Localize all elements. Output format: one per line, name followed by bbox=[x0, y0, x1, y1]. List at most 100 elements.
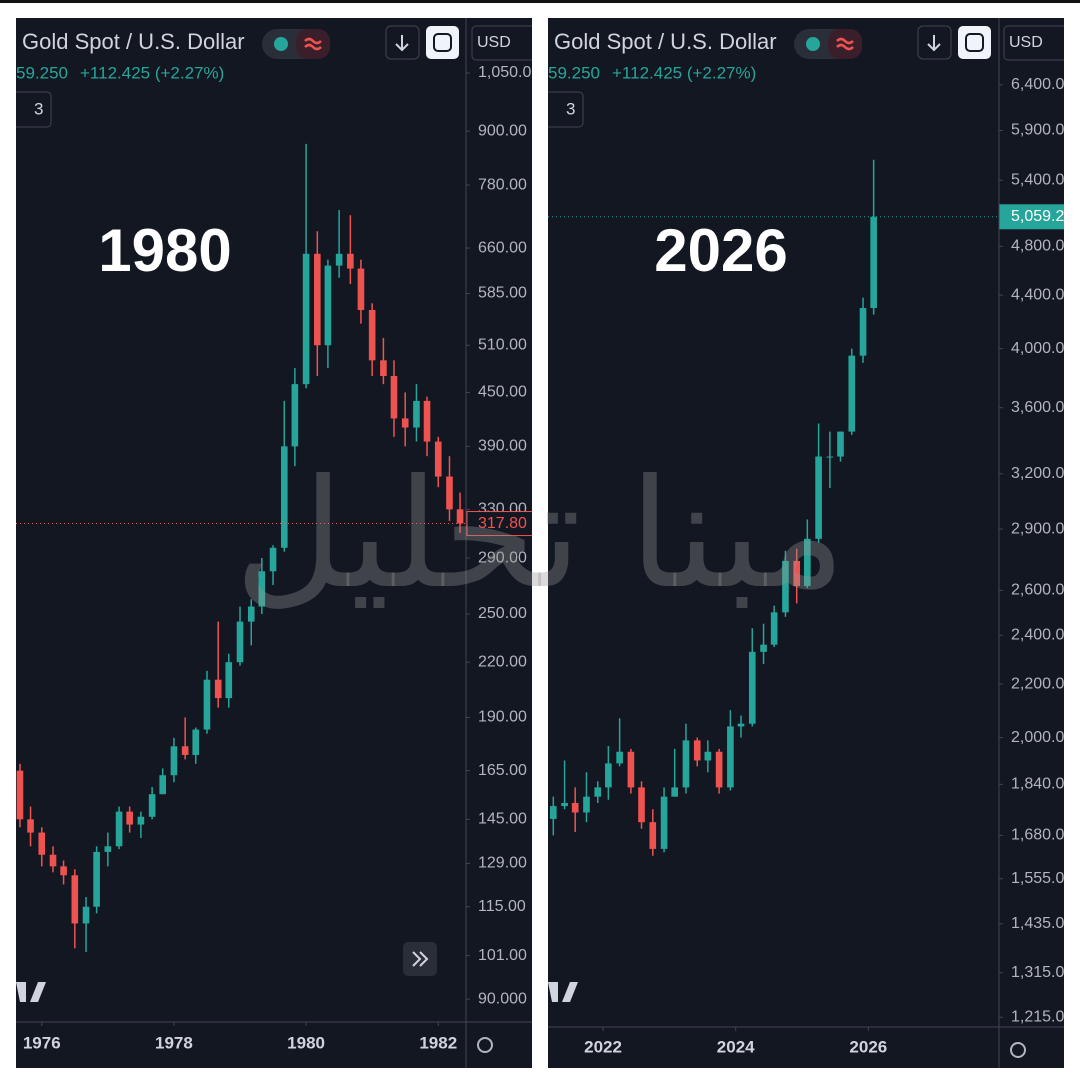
price-change: +112.425 (+2.27%) bbox=[80, 63, 224, 82]
candle-body bbox=[291, 384, 299, 447]
currency-box[interactable] bbox=[471, 25, 538, 61]
candle-body bbox=[347, 253, 354, 269]
x-tick-label: 2022 bbox=[584, 1037, 622, 1056]
y-tick-label: 2,000.00 bbox=[1011, 729, 1073, 746]
plot-area bbox=[548, 159, 999, 856]
y-tick-label: 2,600.00 bbox=[1011, 582, 1073, 599]
y-tick-label: 6,400.00 bbox=[1011, 76, 1073, 93]
candle-body bbox=[571, 802, 579, 813]
candle-body bbox=[368, 309, 376, 361]
currency-box[interactable] bbox=[1003, 25, 1070, 61]
candle-body bbox=[357, 268, 365, 310]
candle-body bbox=[561, 802, 568, 807]
settings-icon[interactable] bbox=[1010, 1042, 1026, 1058]
last-price-label: 5,059.2 bbox=[1011, 208, 1064, 225]
y-tick-label: 390.00 bbox=[478, 438, 527, 455]
settings-icon[interactable] bbox=[477, 1037, 493, 1053]
x-tick-label: 1982 bbox=[419, 1033, 457, 1052]
scroll-icon bbox=[412, 951, 429, 967]
y-tick-label: 1,680.00 bbox=[1011, 827, 1073, 844]
fullscreen-button[interactable] bbox=[426, 26, 459, 59]
y-tick-label: 585.00 bbox=[478, 285, 527, 302]
candle-body bbox=[302, 253, 310, 385]
candle-body bbox=[423, 400, 431, 442]
candle-body bbox=[434, 441, 442, 477]
candle-body bbox=[93, 851, 100, 907]
y-tick-label: 5,900.00 bbox=[1011, 122, 1073, 139]
price-value: 59.250 bbox=[548, 63, 600, 82]
tv-logo bbox=[548, 982, 578, 1002]
chart-panel: 1,215.00 1,315.00 1,435.00 1,555.00 1,680.00… bbox=[542, 18, 1073, 1068]
tv-logo bbox=[16, 982, 46, 1002]
candle-body bbox=[335, 253, 343, 266]
candle-body bbox=[583, 796, 590, 813]
candle-body bbox=[413, 400, 420, 428]
candle-body bbox=[49, 854, 57, 867]
candle-body bbox=[549, 806, 557, 819]
fullscreen-icon bbox=[433, 33, 452, 52]
indicators-box[interactable] bbox=[10, 91, 52, 128]
currency-label: USD bbox=[1009, 34, 1043, 51]
y-tick-label: 115.00 bbox=[478, 898, 526, 915]
candle-body bbox=[616, 751, 623, 764]
y-tick-label: 145.00 bbox=[478, 811, 527, 828]
candle-body bbox=[627, 751, 635, 788]
delay-icon-bg bbox=[296, 29, 330, 59]
last-price-box bbox=[999, 204, 1064, 230]
y-tick-label: 900.00 bbox=[478, 122, 527, 139]
candle-body bbox=[247, 606, 255, 622]
panel-bg bbox=[16, 18, 532, 1068]
plot-area bbox=[16, 143, 466, 952]
candle-body bbox=[192, 729, 200, 755]
delay-icon bbox=[836, 37, 854, 51]
y-tick-label: 129.00 bbox=[478, 855, 527, 872]
candle-body bbox=[804, 538, 811, 587]
download-icon bbox=[927, 35, 941, 52]
candle-body bbox=[671, 787, 678, 797]
delay-icon-bg bbox=[828, 29, 862, 59]
indicators-box[interactable] bbox=[542, 91, 584, 128]
candle-body bbox=[649, 822, 657, 849]
candle-body bbox=[60, 866, 67, 876]
y-tick-label: 4,800.00 bbox=[1011, 238, 1073, 255]
last-price-label: 317.80 bbox=[478, 515, 527, 532]
candle-body bbox=[737, 723, 745, 727]
candle-body bbox=[170, 746, 178, 776]
y-tick-label: 3,200.00 bbox=[1011, 465, 1073, 482]
candle-body bbox=[715, 751, 723, 788]
x-tick-label: 1976 bbox=[23, 1033, 61, 1052]
fullscreen-button[interactable] bbox=[958, 26, 991, 59]
x-tick-label: 2026 bbox=[849, 1037, 887, 1056]
y-tick-label: 510.00 bbox=[478, 336, 527, 353]
market-open-dot bbox=[274, 37, 288, 51]
candle-body bbox=[770, 612, 778, 645]
candle-body bbox=[82, 906, 90, 924]
y-tick-label: 2,200.00 bbox=[1011, 675, 1073, 692]
candle-body bbox=[236, 621, 244, 663]
y-tick-label: 220.00 bbox=[478, 653, 527, 670]
candle-body bbox=[203, 679, 211, 730]
price-change: +112.425 (+2.27%) bbox=[612, 63, 756, 82]
y-tick-label: 190.00 bbox=[478, 709, 527, 726]
indicators-count: 3 bbox=[566, 99, 575, 118]
symbol-title: Gold Spot / U.S. Dollar bbox=[554, 29, 777, 54]
candle-body bbox=[782, 560, 789, 613]
x-tick-label: 1978 bbox=[155, 1033, 193, 1052]
candle-body bbox=[727, 726, 734, 788]
candle-body bbox=[280, 446, 288, 548]
indicators-count: 3 bbox=[34, 99, 43, 118]
x-tick-label: 1980 bbox=[287, 1033, 325, 1052]
y-tick-label: 3,600.00 bbox=[1011, 399, 1073, 416]
candle-body bbox=[793, 560, 801, 587]
candle-body bbox=[71, 875, 79, 924]
y-tick-label: 250.00 bbox=[478, 605, 527, 622]
candle-body bbox=[104, 846, 112, 852]
candle-body bbox=[27, 819, 34, 833]
last-price-box bbox=[466, 511, 532, 537]
candle-body bbox=[638, 787, 645, 823]
candle-body bbox=[380, 360, 387, 377]
candle-body bbox=[401, 418, 409, 428]
candle-body bbox=[660, 796, 668, 849]
delay-icon bbox=[304, 37, 322, 51]
